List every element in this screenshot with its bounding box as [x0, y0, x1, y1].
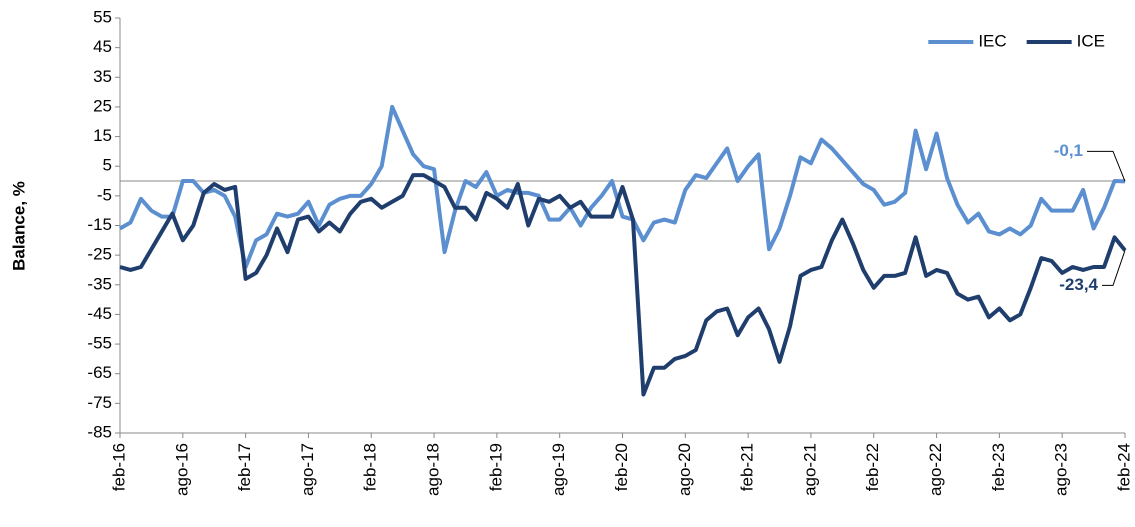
y-tick-label: 45 — [93, 37, 112, 56]
x-tick-label: ago-18 — [424, 443, 443, 496]
value-label: -0,1 — [1054, 141, 1083, 160]
series-line — [119, 173, 1127, 397]
leader-line — [1102, 250, 1126, 286]
x-tick-label: ago-23 — [1052, 443, 1071, 496]
x-tick-label: feb-24 — [1114, 443, 1133, 491]
x-tick-label: ago-20 — [675, 443, 694, 496]
y-axis-label: Balance, % — [9, 181, 28, 271]
y-tick-label: -35 — [87, 274, 112, 293]
x-tick-label: feb-23 — [989, 443, 1008, 491]
y-tick-label: 55 — [93, 7, 112, 26]
series-line — [119, 104, 1126, 269]
y-tick-label: -55 — [87, 334, 112, 353]
x-tick-label: feb-19 — [486, 443, 505, 491]
x-tick-label: ago-17 — [298, 443, 317, 496]
y-tick-label: -75 — [87, 393, 112, 412]
y-tick-label: 15 — [93, 126, 112, 145]
x-tick-label: feb-16 — [109, 443, 128, 491]
y-tick-label: -25 — [87, 245, 112, 264]
legend-label: IEC — [978, 31, 1006, 50]
y-tick-label: 5 — [103, 156, 112, 175]
y-tick-label: -15 — [87, 215, 112, 234]
x-tick-label: ago-22 — [926, 443, 945, 496]
y-tick-label: -85 — [87, 422, 112, 441]
x-tick-label: feb-22 — [863, 443, 882, 491]
y-tick-label: -65 — [87, 363, 112, 382]
legend-label: ICE — [1077, 31, 1105, 50]
leader-line — [1087, 150, 1126, 182]
y-tick-label: 25 — [93, 96, 112, 115]
x-tick-label: ago-19 — [549, 443, 568, 496]
y-tick-label: 35 — [93, 67, 112, 86]
x-tick-label: feb-20 — [612, 443, 631, 491]
value-label: -23,4 — [1059, 275, 1098, 294]
x-tick-label: feb-21 — [738, 443, 757, 491]
x-tick-label: feb-18 — [361, 443, 380, 491]
x-tick-label: feb-17 — [235, 443, 254, 491]
y-tick-label: -5 — [97, 185, 112, 204]
x-tick-label: ago-16 — [172, 443, 191, 496]
x-tick-label: ago-21 — [800, 443, 819, 496]
y-tick-label: -45 — [87, 304, 112, 323]
